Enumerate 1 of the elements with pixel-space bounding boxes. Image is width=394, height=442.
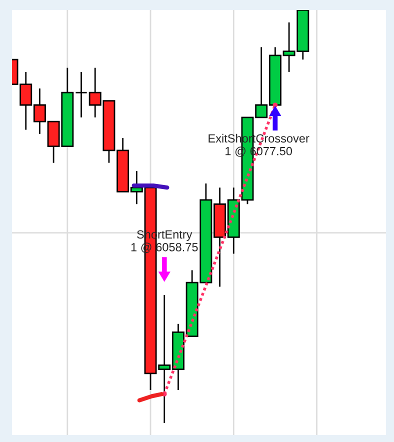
- candlestick: [75, 71, 88, 118]
